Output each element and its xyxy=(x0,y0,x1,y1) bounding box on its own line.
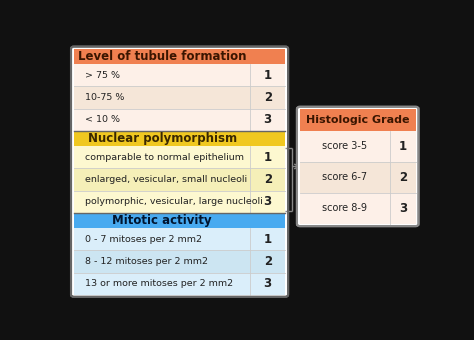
Text: 1: 1 xyxy=(264,69,272,82)
Text: Mitotic activity: Mitotic activity xyxy=(112,214,212,227)
Text: 3: 3 xyxy=(264,113,272,126)
Text: 0 - 7 mitoses per 2 mm2: 0 - 7 mitoses per 2 mm2 xyxy=(84,235,201,244)
Bar xyxy=(74,250,285,273)
Bar xyxy=(74,146,285,168)
Bar xyxy=(74,86,285,108)
Text: enlarged, vesicular, small nucleoli: enlarged, vesicular, small nucleoli xyxy=(84,175,246,184)
Text: Histologic Grade: Histologic Grade xyxy=(306,115,410,125)
Text: Level of tubule formation: Level of tubule formation xyxy=(78,50,246,63)
Bar xyxy=(74,228,285,250)
Text: 2: 2 xyxy=(264,91,272,104)
Text: 3: 3 xyxy=(264,195,272,208)
Bar xyxy=(300,162,416,193)
Text: comparable to normal epithelium: comparable to normal epithelium xyxy=(84,153,244,162)
Text: 2: 2 xyxy=(399,171,407,184)
Text: > 75 %: > 75 % xyxy=(84,71,119,80)
Text: 10-75 %: 10-75 % xyxy=(84,93,124,102)
Bar xyxy=(74,273,285,295)
Text: score 6-7: score 6-7 xyxy=(322,172,367,182)
Bar xyxy=(74,64,285,86)
Text: 3: 3 xyxy=(399,202,407,215)
Bar xyxy=(74,49,285,64)
FancyBboxPatch shape xyxy=(297,107,419,226)
Bar xyxy=(74,168,285,190)
Text: 1: 1 xyxy=(399,140,407,153)
Text: < 10 %: < 10 % xyxy=(84,115,119,124)
Text: polymorphic, vesicular, large nucleoli: polymorphic, vesicular, large nucleoli xyxy=(84,197,262,206)
Bar xyxy=(74,131,285,146)
FancyBboxPatch shape xyxy=(71,47,288,297)
Text: score 3-5: score 3-5 xyxy=(322,141,367,151)
Bar xyxy=(300,193,416,224)
Text: Nuclear polymorphism: Nuclear polymorphism xyxy=(88,132,237,145)
Text: 2: 2 xyxy=(264,173,272,186)
Text: 8 - 12 mitoses per 2 mm2: 8 - 12 mitoses per 2 mm2 xyxy=(84,257,208,266)
Text: score 8-9: score 8-9 xyxy=(322,204,367,214)
Bar xyxy=(74,190,285,213)
Text: 2: 2 xyxy=(264,255,272,268)
Bar xyxy=(74,108,285,131)
Bar xyxy=(300,131,416,162)
Text: 13 or more mitoses per 2 mm2: 13 or more mitoses per 2 mm2 xyxy=(84,279,233,288)
Text: 1: 1 xyxy=(264,233,272,246)
Text: 1: 1 xyxy=(264,151,272,164)
Bar xyxy=(300,109,416,131)
Bar xyxy=(74,213,285,228)
Text: 3: 3 xyxy=(264,277,272,290)
